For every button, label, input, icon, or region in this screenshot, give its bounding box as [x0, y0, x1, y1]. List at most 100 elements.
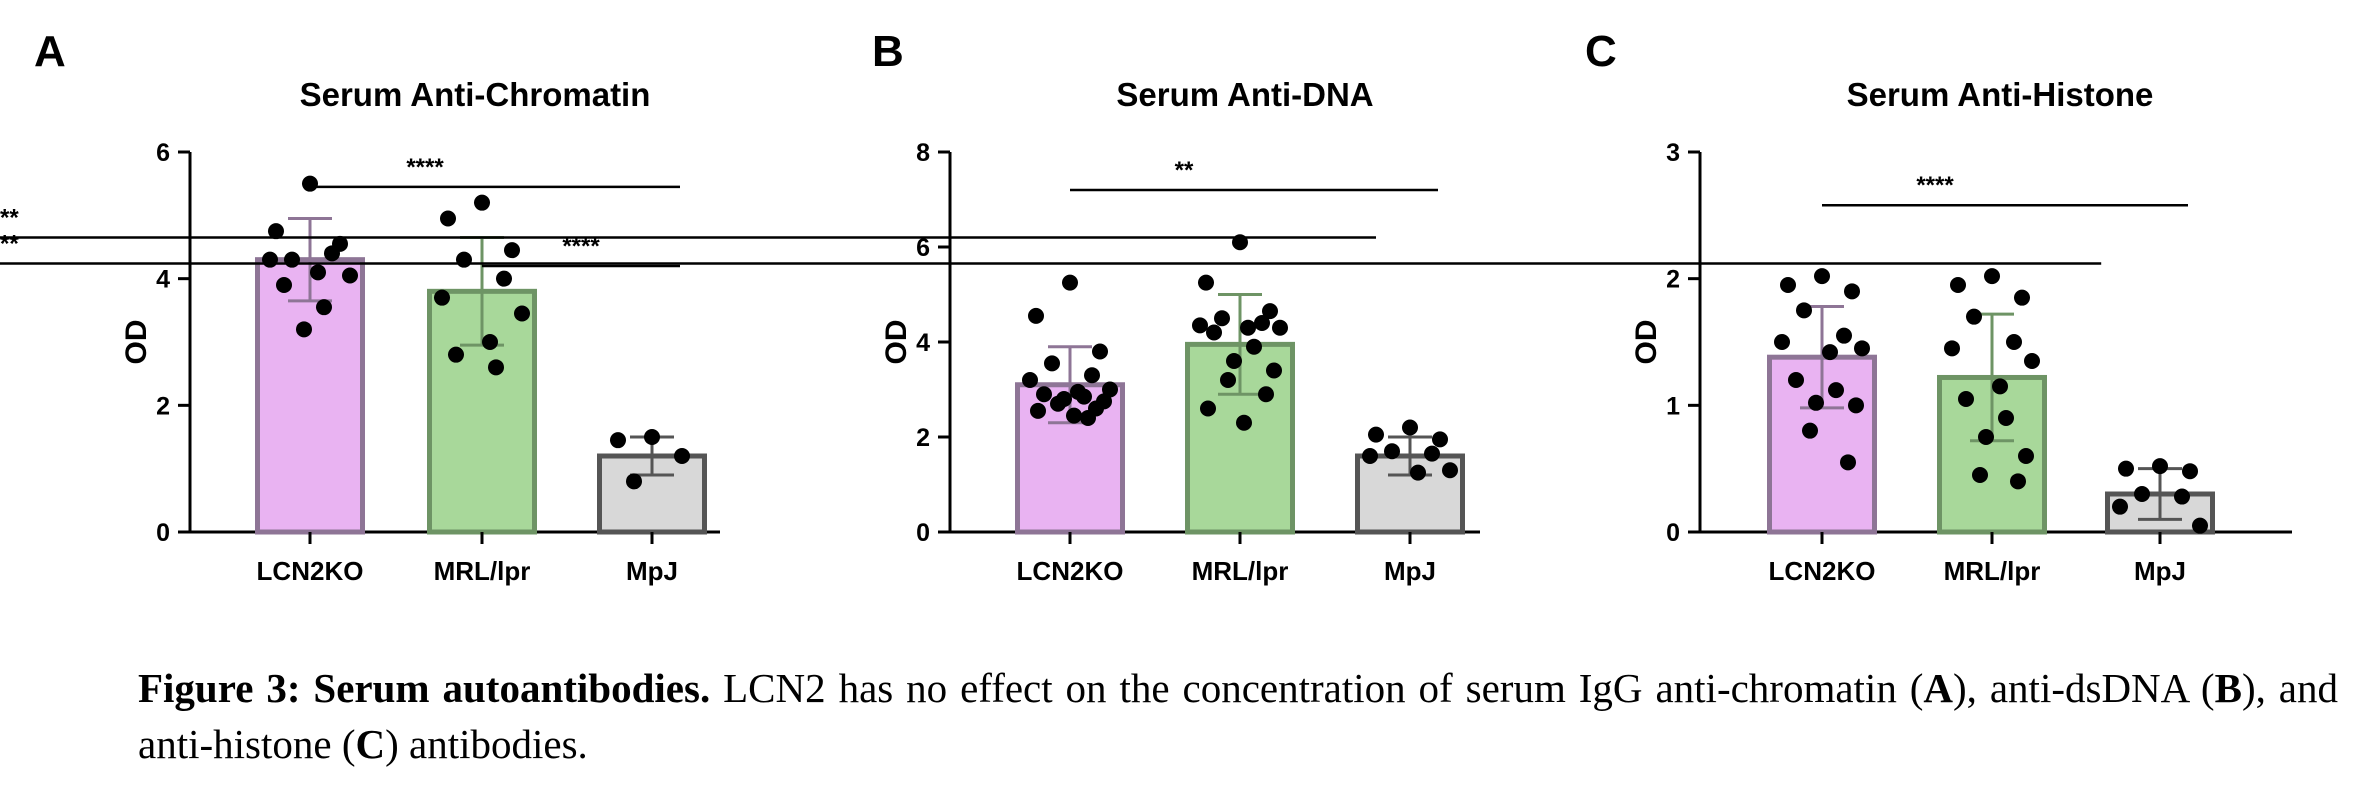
data-point [1214, 310, 1230, 327]
data-point [482, 334, 498, 350]
panel-letter: A [34, 27, 66, 76]
data-point [1080, 410, 1096, 426]
data-point [1266, 362, 1282, 379]
data-point [1802, 422, 1818, 439]
data-point [276, 277, 292, 293]
caption-panel-b: B [2214, 665, 2242, 711]
caption-panel-c: C [355, 721, 386, 767]
data-point [2118, 460, 2134, 477]
chart-title: Serum Anti-Chromatin [300, 76, 651, 113]
data-point [1828, 382, 1844, 399]
category-label: MRL/lpr [434, 556, 531, 586]
data-point [1272, 319, 1288, 336]
data-point [2134, 486, 2150, 502]
category-label: MRL/lpr [1944, 556, 2041, 586]
data-point [674, 448, 690, 464]
category-label: MpJ [2134, 556, 2186, 586]
data-point [1362, 448, 1378, 464]
data-point [1410, 464, 1426, 481]
data-point [1192, 317, 1208, 334]
y-tick-label: 8 [916, 139, 930, 167]
data-point [2112, 498, 2128, 515]
data-point [2014, 289, 2030, 306]
data-point [1774, 334, 1790, 350]
data-point [1972, 467, 1988, 483]
data-point [1788, 372, 1804, 388]
data-point [474, 194, 490, 211]
data-point [1246, 338, 1262, 355]
y-axis-label: OD [1630, 320, 1663, 365]
data-point [1102, 381, 1118, 398]
caption-text-3: ), and anti-histone ( [138, 665, 2338, 767]
data-point [1240, 319, 1256, 336]
y-axis-label: OD [120, 320, 153, 365]
data-point [1036, 386, 1052, 403]
figure-panels: A Serum Anti-Chromatin OD 0 2 4 6 LCN2KO MRL/lpr… [0, 27, 2292, 586]
data-point [1200, 400, 1216, 417]
data-point [1840, 454, 1856, 471]
significance-label: **** [406, 154, 444, 181]
data-point [1780, 277, 1796, 293]
data-point [1254, 315, 1270, 331]
category-label: LCN2KO [257, 556, 364, 586]
data-point [1424, 445, 1440, 462]
data-point [1998, 410, 2014, 426]
data-point [488, 359, 504, 376]
y-tick-label: 6 [156, 139, 170, 167]
data-point [1958, 391, 1974, 407]
data-point [1262, 303, 1278, 320]
data-point [1854, 340, 1870, 357]
category-label: LCN2KO [1017, 556, 1124, 586]
data-point [1226, 353, 1242, 369]
data-point [1050, 395, 1066, 412]
data-point [2018, 448, 2034, 464]
data-point [2024, 353, 2040, 369]
data-point [1992, 378, 2008, 395]
data-point [504, 242, 520, 259]
category-label: MpJ [1384, 556, 1436, 586]
data-point [1028, 307, 1044, 324]
y-tick-label: 2 [1666, 266, 1680, 294]
data-point [1044, 355, 1060, 372]
category-label: MpJ [626, 556, 678, 586]
data-point [1198, 274, 1214, 291]
data-point [1092, 343, 1108, 360]
data-point [626, 473, 642, 490]
data-point [1984, 268, 2000, 285]
data-point [434, 289, 450, 306]
y-tick-label: 0 [916, 519, 930, 547]
data-point [1944, 340, 1960, 357]
chart-title: Serum Anti-DNA [1116, 76, 1373, 113]
panel-letter: B [872, 27, 904, 76]
data-point [1022, 372, 1038, 388]
data-point [456, 251, 472, 268]
data-point [1236, 414, 1252, 431]
significance-label: **** [0, 230, 19, 257]
data-point [310, 264, 326, 281]
data-point [514, 305, 530, 322]
data-point [1950, 277, 1966, 293]
caption-panel-a: A [1923, 665, 1954, 711]
data-point [316, 299, 332, 316]
significance-label: ** [1175, 157, 1194, 184]
data-point [1384, 443, 1400, 460]
category-label: MRL/lpr [1192, 556, 1289, 586]
data-point [2174, 488, 2190, 505]
figure-caption: Figure 3: Serum autoantibodies. LCN2 has… [138, 660, 2338, 772]
data-point [644, 429, 660, 445]
data-point [324, 245, 340, 262]
data-point [2010, 473, 2026, 490]
panel-b: B Serum Anti-DNA OD 0 2 4 6 8 LCN2KO MRL/lpr MpJ **… [0, 27, 1480, 586]
data-point [1432, 431, 1448, 448]
data-point [1206, 324, 1222, 341]
data-point [1030, 402, 1046, 419]
significance-label: **** [1916, 172, 1954, 199]
data-point [2182, 463, 2198, 480]
y-tick-label: 0 [156, 519, 170, 547]
panel-a: A Serum Anti-Chromatin OD 0 2 4 6 LCN2KO MRL/lpr… [34, 27, 720, 586]
data-point [448, 346, 464, 363]
panel-c: C Serum Anti-Histone OD 0 1 2 3 LCN2KO MRL/lpr Mp… [0, 27, 2292, 586]
caption-figure-label: Figure 3: Serum autoantibodies. [138, 665, 711, 711]
data-point [1062, 274, 1078, 291]
panel-letter: C [1585, 27, 1617, 76]
